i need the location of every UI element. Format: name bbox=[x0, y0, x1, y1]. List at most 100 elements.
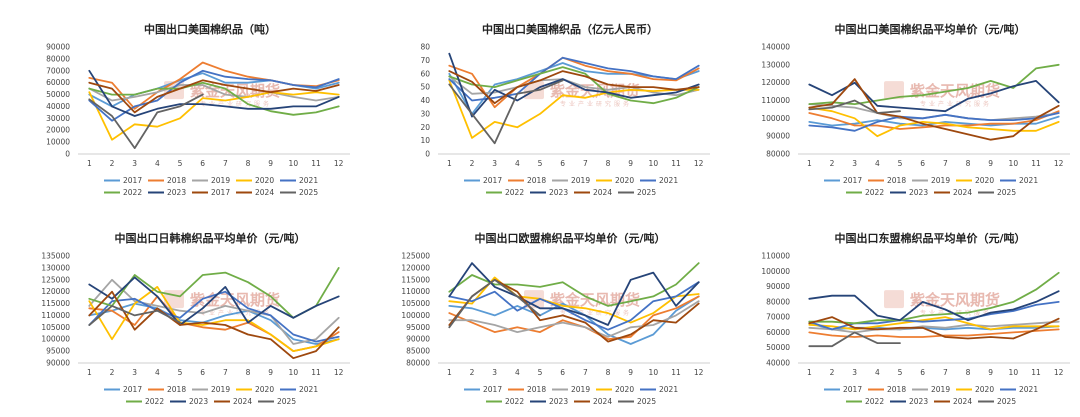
x-tick-label: 3 bbox=[492, 368, 497, 377]
legend-label: 2024 bbox=[953, 397, 972, 406]
y-tick-label: 60000 bbox=[46, 78, 70, 87]
x-tick-label: 3 bbox=[852, 159, 857, 168]
series-line-2020 bbox=[808, 106, 1060, 138]
x-tick-label: 9 bbox=[628, 368, 633, 377]
y-tick-label: 100000 bbox=[761, 267, 790, 276]
y-tick-label: 50000 bbox=[766, 343, 790, 352]
chart-title: 中国出口美国棉织品（亿元人民币） bbox=[482, 22, 658, 36]
series-line-2021 bbox=[448, 56, 700, 102]
legend-label: 2018 bbox=[887, 385, 906, 394]
y-tick-label: 0 bbox=[425, 150, 430, 159]
series-line-2020 bbox=[808, 316, 1060, 331]
x-tick-label: 10 bbox=[649, 368, 659, 377]
legend-label: 2024 bbox=[233, 397, 252, 406]
x-tick-label: 12 bbox=[1054, 159, 1064, 168]
x-tick-label: 5 bbox=[178, 368, 183, 377]
legend-label: 2022 bbox=[865, 188, 884, 197]
x-tick-label: 2 bbox=[470, 159, 475, 168]
x-tick-label: 1 bbox=[447, 159, 452, 168]
legend-label: 2019 bbox=[571, 176, 590, 185]
series-line-2019 bbox=[88, 84, 340, 102]
x-tick-label: 3 bbox=[852, 368, 857, 377]
series-line-2025 bbox=[448, 79, 564, 145]
legend-label: 2020 bbox=[255, 385, 274, 394]
legend-label: 2023 bbox=[549, 188, 568, 197]
legend-label: 2021 bbox=[1019, 385, 1038, 394]
chart-title: 中国出口东盟棉织品平均单价（元/吨） bbox=[834, 231, 1025, 245]
series-line-2019 bbox=[88, 278, 340, 345]
series-line-2019 bbox=[448, 75, 700, 97]
x-tick-label: 3 bbox=[132, 368, 137, 377]
series-line-2024 bbox=[808, 316, 1060, 340]
y-tick-label: 100000 bbox=[761, 114, 790, 123]
x-tick-label: 5 bbox=[898, 159, 903, 168]
x-tick-label: 4 bbox=[515, 159, 520, 168]
legend-label: 2022 bbox=[123, 188, 142, 197]
y-tick-label: 40000 bbox=[46, 102, 70, 111]
y-tick-label: 60000 bbox=[766, 328, 790, 337]
series-line-2024 bbox=[808, 78, 1060, 141]
y-tick-label: 125000 bbox=[41, 275, 70, 284]
legend-label: 2021 bbox=[1019, 176, 1038, 185]
y-tick-label: 135000 bbox=[41, 252, 70, 261]
series-line-2022 bbox=[88, 81, 340, 116]
legend-label: 2025 bbox=[277, 397, 296, 406]
x-tick-label: 10 bbox=[649, 159, 659, 168]
legend-label: 2019 bbox=[931, 385, 950, 394]
watermark-logo-icon bbox=[884, 81, 904, 100]
y-tick-label: 90000 bbox=[766, 132, 790, 141]
y-tick-label: 40 bbox=[420, 96, 430, 105]
y-tick-label: 90000 bbox=[46, 359, 70, 368]
series-line-2022 bbox=[808, 271, 1060, 325]
chart-panel: 中国出口美国棉织品（吨） 0 10000 20000 30000 40000 50000 60… bbox=[0, 0, 360, 208]
y-tick-label: 70000 bbox=[46, 66, 70, 75]
y-tick-label: 130000 bbox=[761, 60, 790, 69]
y-tick-label: 80000 bbox=[766, 150, 790, 159]
series-line-2025 bbox=[88, 93, 204, 150]
line-chart: 中国出口日韩棉织品平均单价（元/吨） 90000 95000 100000 105000… bbox=[41, 231, 350, 406]
chart-panel: 中国出口日韩棉织品平均单价（元/吨） 90000 95000 100000 105000… bbox=[0, 209, 360, 417]
series-line-2018 bbox=[808, 328, 1060, 338]
chart-panel: 中国出口美国棉织品（亿元人民币） 0 10 20 30 40 50 60 70 80 1 2 3 4 5 6 7… bbox=[360, 0, 720, 208]
x-tick-label: 12 bbox=[694, 159, 704, 168]
series-line-2021 bbox=[88, 290, 340, 343]
y-tick-label: 115000 bbox=[41, 299, 70, 308]
legend-label: 2018 bbox=[887, 176, 906, 185]
y-tick-label: 120000 bbox=[761, 78, 790, 87]
x-tick-label: 8 bbox=[966, 368, 971, 377]
y-tick-label: 100000 bbox=[401, 311, 430, 320]
legend-label: 2025 bbox=[997, 397, 1016, 406]
x-tick-label: 9 bbox=[268, 159, 273, 168]
series-line-2019 bbox=[448, 300, 700, 338]
legend-label: 2018 bbox=[527, 176, 546, 185]
y-tick-label: 100000 bbox=[41, 335, 70, 344]
watermark-subtext: 专业产业研究服务 bbox=[560, 309, 632, 317]
legend-label: 2021 bbox=[659, 385, 678, 394]
x-tick-label: 11 bbox=[671, 368, 681, 377]
y-tick-label: 130000 bbox=[41, 263, 70, 272]
legend-label: 2022 bbox=[865, 397, 884, 406]
series-line-2021 bbox=[808, 112, 1060, 132]
legend-label: 2020 bbox=[975, 176, 994, 185]
x-tick-label: 10 bbox=[289, 368, 299, 377]
y-tick-label: 120000 bbox=[401, 263, 430, 272]
x-tick-label: 4 bbox=[155, 368, 160, 377]
y-tick-label: 110000 bbox=[761, 252, 790, 261]
x-tick-label: 5 bbox=[538, 159, 543, 168]
legend-label: 2020 bbox=[255, 176, 274, 185]
x-tick-label: 11 bbox=[1031, 159, 1041, 168]
x-tick-label: 7 bbox=[583, 159, 588, 168]
legend-label: 2020 bbox=[615, 176, 634, 185]
x-tick-label: 10 bbox=[289, 159, 299, 168]
legend-label: 2022 bbox=[505, 188, 524, 197]
x-tick-label: 12 bbox=[1054, 368, 1064, 377]
legend-label: 2024 bbox=[593, 397, 612, 406]
series-line-2023 bbox=[88, 276, 340, 326]
legend-label: 2019 bbox=[211, 385, 230, 394]
legend-label: 2020 bbox=[615, 385, 634, 394]
x-tick-label: 7 bbox=[223, 159, 228, 168]
chart-panel: 中国出口东盟棉织品平均单价（元/吨） 40000 50000 60000 70000 80… bbox=[720, 209, 1080, 417]
y-tick-label: 60 bbox=[420, 69, 430, 78]
x-tick-label: 9 bbox=[628, 159, 633, 168]
x-tick-label: 7 bbox=[583, 368, 588, 377]
